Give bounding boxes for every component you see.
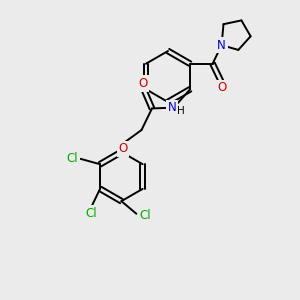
Text: O: O	[217, 81, 226, 94]
Text: Cl: Cl	[140, 209, 151, 222]
Text: H: H	[177, 106, 185, 116]
Text: O: O	[118, 142, 128, 155]
Text: Cl: Cl	[66, 152, 78, 165]
Text: N: N	[168, 101, 176, 114]
Text: Cl: Cl	[85, 207, 97, 220]
Text: N: N	[217, 39, 226, 52]
Text: O: O	[138, 77, 148, 90]
